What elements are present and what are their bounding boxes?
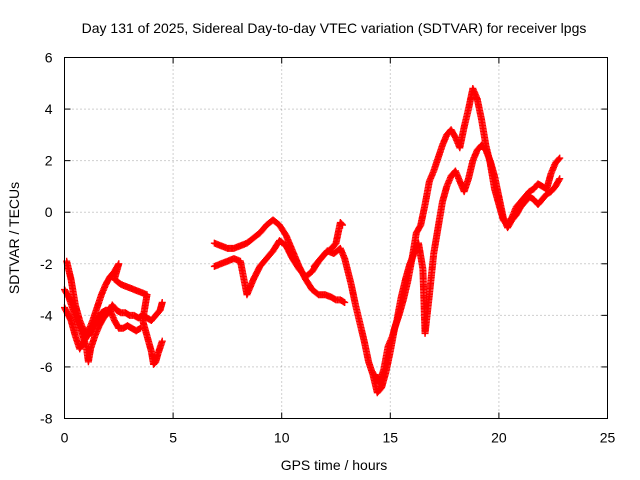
series-track-f [310, 84, 564, 397]
data-point [158, 337, 166, 345]
y-tick-label: -2 [40, 256, 53, 272]
y-tick-label: 2 [45, 153, 53, 169]
y-tick-label: 6 [45, 50, 53, 66]
data-marks [61, 84, 564, 397]
series-track-c [63, 257, 145, 340]
x-tick-label: 25 [600, 430, 616, 446]
data-point [158, 298, 166, 306]
y-tick-label: 0 [45, 204, 53, 220]
series-track-b [61, 260, 166, 368]
series-track-g [371, 141, 564, 386]
y-axis-label: SDTVAR / TECUs [6, 182, 22, 294]
data-point [556, 175, 564, 183]
y-tick-label: -6 [40, 359, 53, 375]
data-point [339, 221, 347, 229]
data-point [137, 324, 145, 332]
data-point [338, 220, 346, 228]
y-tick-label: 4 [45, 101, 53, 117]
data-point [555, 176, 563, 184]
plot-frame [64, 57, 608, 419]
series-track-e [210, 219, 347, 299]
data-point [556, 154, 564, 162]
x-tick-label: 15 [383, 430, 399, 446]
data-point [555, 155, 563, 163]
x-tick-label: 0 [61, 430, 69, 446]
x-tick-label: 10 [274, 430, 290, 446]
x-tick-label: 5 [169, 430, 177, 446]
y-tick-label: -4 [40, 307, 53, 323]
x-axis-label: GPS time / hours [281, 457, 388, 473]
data-point [341, 298, 349, 306]
x-tick-label: 20 [491, 430, 507, 446]
y-tick-label: -8 [40, 411, 53, 427]
chart-title: Day 131 of 2025, Sidereal Day-to-day VTE… [82, 20, 587, 36]
